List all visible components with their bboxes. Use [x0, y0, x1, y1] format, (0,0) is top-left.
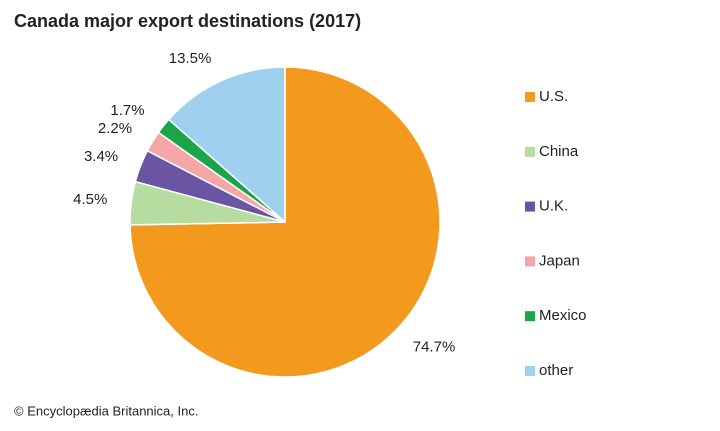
legend-label: Japan: [539, 252, 580, 269]
legend-label: China: [539, 143, 579, 160]
legend-label: U.K.: [539, 198, 568, 215]
pie-slice: [167, 66, 286, 224]
legend-swatch: [525, 366, 535, 376]
legend-swatch: [525, 256, 535, 267]
legend-swatch: [525, 311, 535, 322]
chart-title: Canada major export destinations (2017): [14, 11, 361, 31]
data-label: 74.7%: [413, 338, 456, 355]
legend-swatch: [525, 201, 535, 212]
legend-swatch: [525, 92, 535, 102]
legend-label: Mexico: [539, 307, 587, 324]
data-label: 2.2%: [98, 120, 132, 137]
data-label: 4.5%: [73, 191, 107, 208]
data-label: 3.4%: [84, 148, 118, 165]
legend-label: U.S.: [539, 88, 568, 105]
legend-swatch: [525, 146, 535, 157]
data-label: 1.7%: [110, 102, 144, 119]
legend-label: other: [539, 362, 573, 379]
data-label: 13.5%: [169, 50, 212, 67]
credit: © Encyclopædia Britannica, Inc.: [14, 403, 198, 418]
